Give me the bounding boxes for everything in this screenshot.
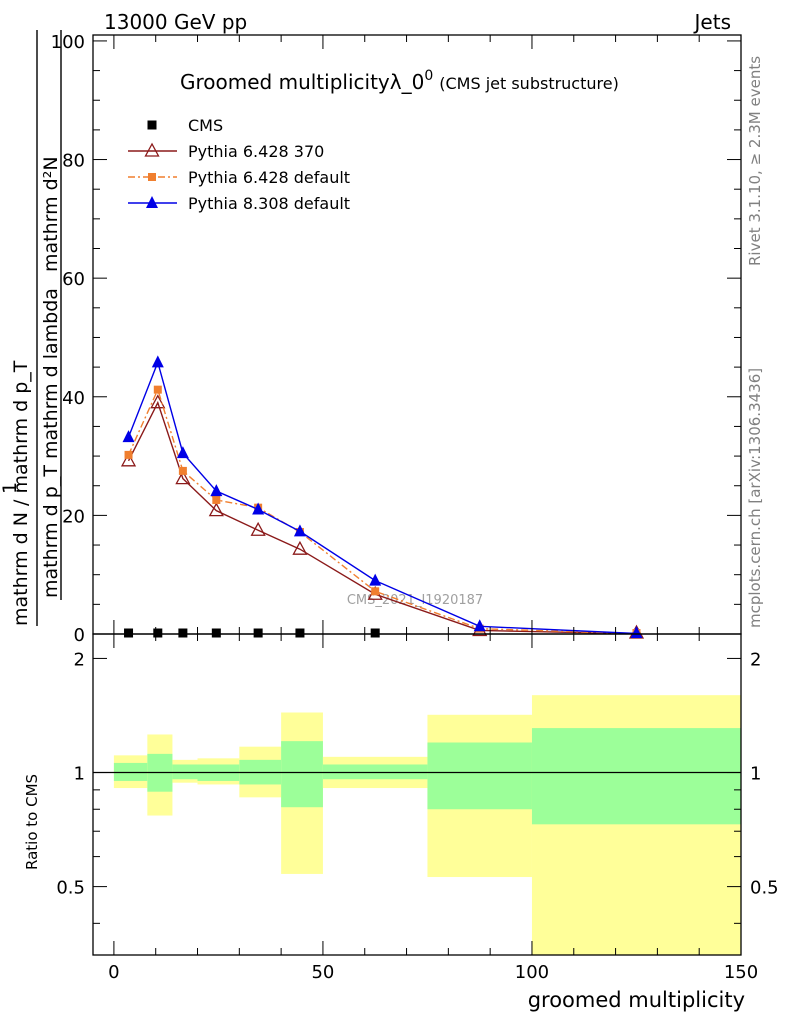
data-point [250, 521, 266, 536]
ratio-y-tick-label-right: 2 [750, 649, 761, 670]
legend-label: Pythia 6.428 370 [188, 142, 324, 161]
data-point [252, 502, 265, 515]
data-point [124, 450, 133, 459]
chart-title-text: Groomed multiplicityλ_0 [180, 70, 424, 94]
ratio-y-tick-label: 2 [74, 649, 85, 670]
data-point [124, 628, 134, 638]
chart-title: Groomed multiplicityλ_00 (CMS jet substru… [180, 68, 619, 94]
y-tick-label: 100 [51, 32, 85, 53]
data-point [211, 628, 221, 638]
ratio-y-axis-label: Ratio to CMS [23, 774, 41, 870]
data-point [175, 470, 191, 485]
stat-uncertainty-band [322, 764, 428, 780]
ratio-x-axis: 0 50 100 150 [108, 634, 758, 983]
watermark: CMS_2021_I1920187 [347, 593, 483, 608]
data-point [212, 495, 221, 504]
legend-label: CMS [188, 116, 223, 135]
data-point [120, 452, 137, 467]
chart-title-superscript: 0 [424, 68, 433, 84]
data-point [630, 626, 643, 638]
stat-uncertainty-band [531, 728, 741, 825]
ylabel-numerator: mathrm d²N [40, 156, 62, 272]
legend-label: Pythia 8.308 default [188, 194, 350, 213]
data-point [176, 446, 189, 459]
legend-label: Pythia 6.428 default [188, 168, 350, 187]
x-tick-label: 150 [724, 962, 758, 983]
ylabel-prefactor-denominator: mathrm d N / mathrm d p_T [10, 360, 32, 626]
data-point [147, 120, 157, 130]
header-energy-label: 13000 GeV pp [104, 10, 247, 34]
data-point [208, 502, 224, 517]
main-series-group [120, 355, 645, 639]
y-tick-label: 0 [74, 625, 85, 646]
stat-uncertainty-band [427, 742, 532, 810]
data-point [178, 466, 187, 475]
data-point [210, 484, 223, 497]
data-point [292, 540, 308, 555]
ratio-y-tick-label: 0.5 [56, 878, 85, 899]
data-point [148, 173, 156, 181]
ratio-frame [92, 633, 742, 956]
data-point [144, 142, 160, 157]
data-point [295, 628, 305, 638]
header-jets-label: Jets [693, 10, 731, 34]
data-point [151, 355, 164, 368]
y-tick-label: 20 [62, 506, 85, 527]
main-x-ticks [113, 35, 742, 634]
data-point [150, 394, 166, 409]
ratio-y-tick-label-right: 0.5 [750, 878, 779, 899]
ratio-y-axis: 0.5 0.5 1 1 2 2 [56, 649, 779, 924]
y-tick-label: 40 [62, 388, 85, 409]
data-point [178, 628, 188, 638]
rivet-version-label: Rivet 3.1.10, ≥ 2.3M events [746, 56, 764, 266]
ratio-bands [113, 695, 741, 955]
x-tick-label: 50 [311, 962, 334, 983]
main-panel: CMS_2021_I1920187 0 20 40 60 80 100 Groomed m… [0, 30, 742, 646]
chart-subtitle: (CMS jet substructure) [439, 74, 619, 93]
stat-uncertainty-band [281, 741, 323, 808]
ylabel-denominator: mathrm d p_T mathrm d lambda [40, 288, 62, 598]
x-tick-label: 100 [515, 962, 549, 983]
data-point [153, 385, 162, 394]
data-point [146, 196, 158, 208]
ratio-y-tick-label-right: 1 [750, 764, 761, 785]
data-point [122, 430, 135, 443]
stat-uncertainty-band [172, 764, 198, 780]
legend: CMS Pythia 6.428 370 Pythia 6.428 default P… [128, 116, 350, 213]
data-point [371, 587, 380, 596]
main-y-axis: 0 20 40 60 80 100 [51, 32, 741, 646]
ratio-y-tick-label: 1 [74, 764, 85, 785]
data-point [153, 628, 163, 638]
main-y-axis-label: mathrm d N / mathrm d p_T 1 mathrm d p_T… [0, 30, 62, 626]
y-tick-label: 60 [62, 269, 85, 290]
ylabel-prefactor-numerator: 1 [0, 482, 21, 494]
mcplots-label: mcplots.cern.ch [arXiv:1306.3436] [746, 368, 764, 628]
ratio-panel: 0.5 0.5 1 1 2 2 0 50 100 150 Ratio to CMS groome… [23, 633, 779, 1012]
data-point [369, 573, 382, 586]
x-tick-label: 0 [108, 962, 119, 983]
y-tick-label: 80 [62, 151, 85, 172]
data-point [253, 628, 263, 638]
x-axis-label: groomed multiplicity [528, 988, 745, 1012]
data-point [370, 628, 380, 638]
data-point [293, 524, 306, 537]
series-line [127, 400, 637, 635]
data-point [473, 619, 486, 632]
